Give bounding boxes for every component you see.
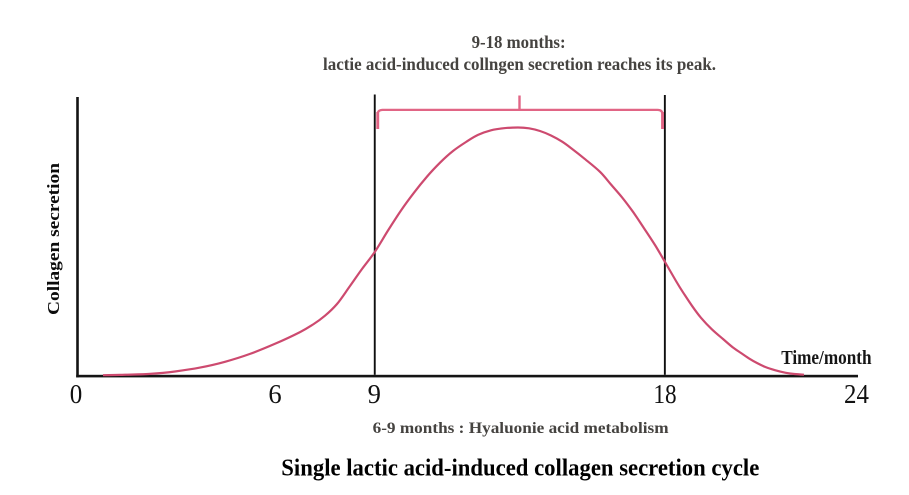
svg-text:9-18 months:: 9-18 months: (472, 32, 566, 52)
svg-text:6: 6 (268, 378, 281, 409)
svg-text:6-9 months : Hyaluonie acid me: 6-9 months : Hyaluonie acid metabolism (373, 420, 670, 437)
svg-text:lactie acid-induced collngen s: lactie acid-induced collngen secretion r… (323, 54, 716, 74)
svg-text:Single lactic acid-induced col: Single lactic acid-induced collagen secr… (281, 455, 759, 481)
svg-text:9: 9 (368, 378, 381, 409)
svg-text:Collagen secretion: Collagen secretion (44, 162, 63, 315)
svg-text:18: 18 (653, 378, 676, 409)
svg-text:Time/month: Time/month (781, 347, 871, 369)
svg-text:0: 0 (70, 378, 83, 409)
svg-text:24: 24 (844, 378, 869, 409)
